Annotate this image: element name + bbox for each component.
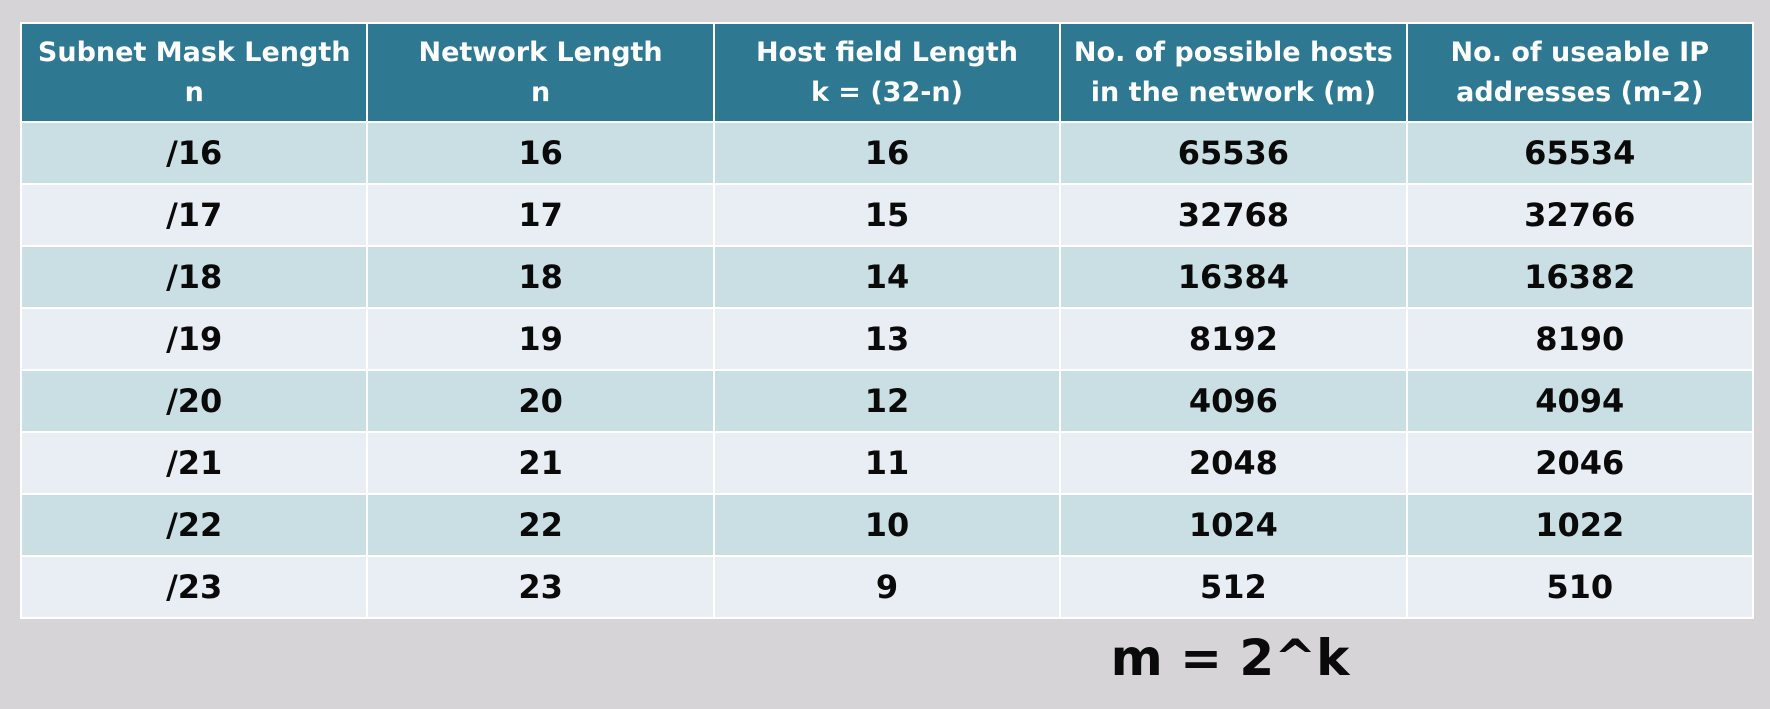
table-cell: 16 xyxy=(366,121,715,185)
header-line: n xyxy=(184,76,204,108)
table-cell: 1022 xyxy=(1405,493,1755,557)
table-row: /16 16 16 65536 65534 xyxy=(19,121,1755,185)
table-cell: 16382 xyxy=(1405,245,1755,309)
table-row: /22 22 10 1024 1022 xyxy=(19,493,1755,557)
table-cell: 2048 xyxy=(1059,431,1408,495)
table-cell: /23 xyxy=(19,555,369,619)
table-cell: 17 xyxy=(366,183,715,247)
table-cell: 22 xyxy=(366,493,715,557)
table-cell: 510 xyxy=(1405,555,1755,619)
header-line: Network Length xyxy=(418,36,663,68)
table-cell: 32768 xyxy=(1059,183,1408,247)
table-cell: 1024 xyxy=(1059,493,1408,557)
table-row: /23 23 9 512 510 xyxy=(19,555,1755,619)
header-line: k = (32-n) xyxy=(810,76,963,108)
table-cell: 4094 xyxy=(1405,369,1755,433)
table-cell: /18 xyxy=(19,245,369,309)
header-network-length: Network Length n xyxy=(366,22,715,123)
table-row: /21 21 11 2048 2046 xyxy=(19,431,1755,495)
header-line: No. of possible hosts xyxy=(1073,36,1393,68)
table-cell: 20 xyxy=(366,369,715,433)
table-cell: 19 xyxy=(366,307,715,371)
header-line: in the network (m) xyxy=(1090,76,1376,108)
formula-text: m = 2^k xyxy=(1110,629,1350,687)
header-line: Host field Length xyxy=(755,36,1018,68)
table-cell: /22 xyxy=(19,493,369,557)
table-row: /18 18 14 16384 16382 xyxy=(19,245,1755,309)
table-row: /20 20 12 4096 4094 xyxy=(19,369,1755,433)
table-cell: 23 xyxy=(366,555,715,619)
table-cell: 512 xyxy=(1059,555,1408,619)
table-cell: 13 xyxy=(712,307,1062,371)
table-cell: 65536 xyxy=(1059,121,1408,185)
table-cell: /20 xyxy=(19,369,369,433)
header-line: Subnet Mask Length xyxy=(37,36,351,68)
table-cell: /17 xyxy=(19,183,369,247)
table-cell: 14 xyxy=(712,245,1062,309)
table-cell: 12 xyxy=(712,369,1062,433)
header-line: addresses (m-2) xyxy=(1456,76,1704,108)
table-cell: 4096 xyxy=(1059,369,1408,433)
table-cell: /21 xyxy=(19,431,369,495)
table-cell: 16 xyxy=(712,121,1062,185)
table-cell: 32766 xyxy=(1405,183,1755,247)
table-cell: /19 xyxy=(19,307,369,371)
table-cell: 11 xyxy=(712,431,1062,495)
table-cell: 8190 xyxy=(1405,307,1755,371)
table-header-row: Subnet Mask Length n Network Length n Ho… xyxy=(19,22,1755,123)
table-cell: 65534 xyxy=(1405,121,1755,185)
table-row: /17 17 15 32768 32766 xyxy=(19,183,1755,247)
table-cell: /16 xyxy=(19,121,369,185)
header-line: n xyxy=(530,76,551,108)
table-cell: 15 xyxy=(712,183,1062,247)
table-cell: 16384 xyxy=(1059,245,1408,309)
table-cell: 8192 xyxy=(1059,307,1408,371)
header-line: No. of useable IP xyxy=(1450,36,1709,68)
header-host-field-length: Host field Length k = (32-n) xyxy=(712,22,1062,123)
table-cell: 9 xyxy=(712,555,1062,619)
table-row: /19 19 13 8192 8190 xyxy=(19,307,1755,371)
table-cell: 10 xyxy=(712,493,1062,557)
subnet-table: Subnet Mask Length n Network Length n Ho… xyxy=(19,22,1755,619)
header-subnet-mask-length: Subnet Mask Length n xyxy=(19,22,369,123)
table-cell: 18 xyxy=(366,245,715,309)
header-useable-ip-addresses: No. of useable IP addresses (m-2) xyxy=(1405,22,1755,123)
table-cell: 2046 xyxy=(1405,431,1755,495)
table-cell: 21 xyxy=(366,431,715,495)
header-possible-hosts: No. of possible hosts in the network (m) xyxy=(1059,22,1408,123)
